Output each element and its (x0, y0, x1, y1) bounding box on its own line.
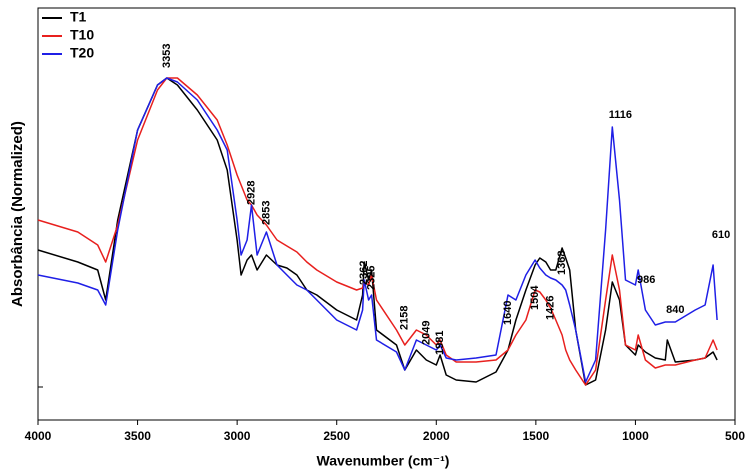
peak-label: 2853 (260, 201, 272, 225)
peak-label: 1981 (434, 331, 446, 355)
legend-label: T10 (70, 27, 94, 43)
peak-label: 840 (666, 304, 684, 316)
peak-label: 610 (712, 229, 730, 241)
x-tick-label: 1500 (523, 429, 550, 443)
legend-label: T20 (70, 45, 94, 61)
peak-label: 2049 (420, 321, 432, 345)
x-tick-label: 3500 (124, 429, 151, 443)
x-axis-title: Wavenumber (cm⁻¹) (317, 453, 450, 469)
legend-label: T1 (70, 9, 87, 25)
peak-label: 2362 (358, 261, 370, 285)
peak-label: 2928 (245, 181, 257, 205)
x-tick-label: 1000 (622, 429, 649, 443)
x-tick-label: 2000 (423, 429, 450, 443)
plot-frame (37, 7, 736, 421)
peak-label: 2325 (365, 266, 377, 290)
peak-label: 1368 (556, 251, 568, 275)
peak-label: 986 (637, 274, 655, 286)
peak-label: 1116 (609, 109, 632, 121)
x-tick-label: 3000 (224, 429, 251, 443)
x-tick-label: 500 (725, 429, 745, 443)
spectrum-line (37, 77, 718, 383)
y-axis-title: Absorbância (Normalized) (9, 121, 26, 307)
peak-label: 3353 (161, 44, 173, 68)
peak-label: 1640 (502, 301, 514, 325)
spectrum-line (37, 77, 718, 386)
peak-label: 1504 (529, 285, 541, 310)
peak-label: 2158 (399, 306, 411, 330)
peak-label: 1426 (544, 296, 556, 320)
x-tick-label: 2500 (323, 429, 350, 443)
x-tick-label: 4000 (25, 429, 52, 443)
